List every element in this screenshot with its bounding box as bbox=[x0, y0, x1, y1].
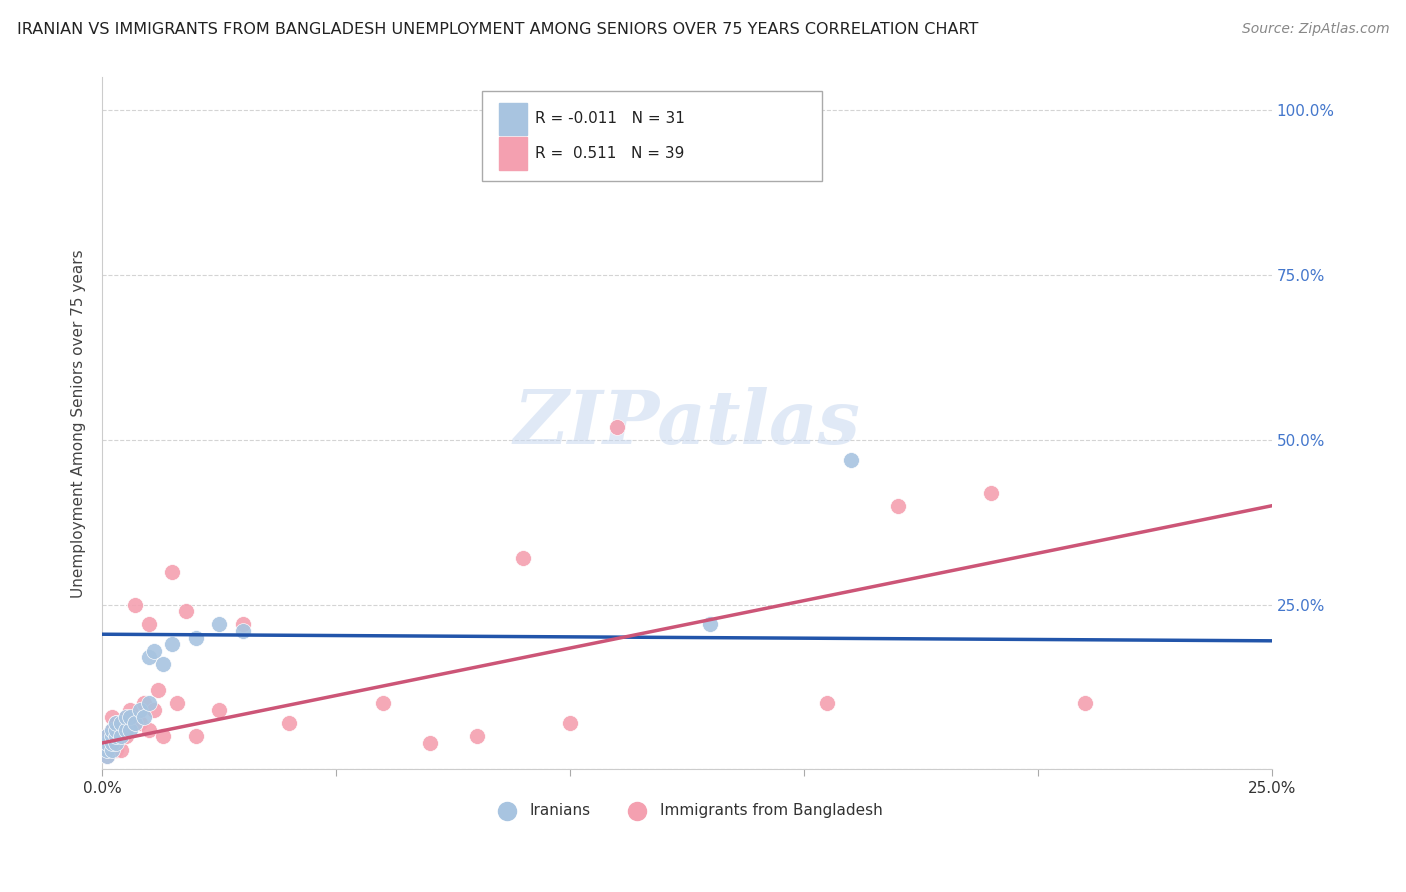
Point bbox=[110, 716, 132, 731]
Point bbox=[100, 736, 122, 750]
Point bbox=[105, 716, 128, 731]
Point bbox=[105, 716, 128, 731]
Point bbox=[128, 716, 150, 731]
Point bbox=[699, 617, 721, 632]
Point bbox=[184, 730, 207, 744]
Point bbox=[148, 683, 170, 698]
Point bbox=[105, 730, 128, 744]
Point bbox=[100, 723, 122, 737]
Point bbox=[138, 697, 160, 711]
Text: Source: ZipAtlas.com: Source: ZipAtlas.com bbox=[1241, 22, 1389, 37]
Point bbox=[162, 637, 184, 651]
Point bbox=[232, 624, 254, 638]
Point bbox=[96, 742, 118, 756]
Point bbox=[105, 723, 128, 737]
FancyBboxPatch shape bbox=[482, 91, 821, 181]
Point bbox=[110, 730, 132, 744]
Point bbox=[124, 598, 146, 612]
Point bbox=[128, 703, 150, 717]
Point bbox=[120, 703, 142, 717]
Point bbox=[105, 730, 128, 744]
Point bbox=[606, 419, 628, 434]
Point bbox=[120, 709, 142, 723]
FancyBboxPatch shape bbox=[499, 103, 527, 136]
Point bbox=[96, 742, 118, 756]
Point bbox=[96, 730, 118, 744]
Point bbox=[96, 730, 118, 744]
Point bbox=[419, 736, 441, 750]
Point bbox=[138, 617, 160, 632]
Point bbox=[138, 650, 160, 665]
Point bbox=[134, 709, 156, 723]
Point bbox=[839, 452, 862, 467]
Point bbox=[114, 723, 136, 737]
Point bbox=[105, 742, 128, 756]
Text: IRANIAN VS IMMIGRANTS FROM BANGLADESH UNEMPLOYMENT AMONG SENIORS OVER 75 YEARS C: IRANIAN VS IMMIGRANTS FROM BANGLADESH UN… bbox=[17, 22, 979, 37]
Point bbox=[105, 736, 128, 750]
Point bbox=[110, 742, 132, 756]
Point bbox=[114, 730, 136, 744]
Point bbox=[166, 697, 188, 711]
Point bbox=[152, 730, 174, 744]
Point bbox=[176, 604, 198, 618]
Point bbox=[465, 730, 488, 744]
Point bbox=[100, 730, 122, 744]
Text: ZIPatlas: ZIPatlas bbox=[513, 387, 860, 459]
Point bbox=[152, 657, 174, 671]
Point bbox=[208, 703, 231, 717]
Point bbox=[980, 485, 1002, 500]
Point bbox=[100, 709, 122, 723]
Point bbox=[886, 499, 908, 513]
FancyBboxPatch shape bbox=[499, 137, 527, 169]
Point bbox=[96, 749, 118, 764]
Point bbox=[120, 723, 142, 737]
Point bbox=[114, 709, 136, 723]
Point bbox=[278, 716, 301, 731]
Point bbox=[142, 703, 165, 717]
Text: R =  0.511   N = 39: R = 0.511 N = 39 bbox=[536, 146, 685, 161]
Point bbox=[100, 723, 122, 737]
Point bbox=[124, 716, 146, 731]
Y-axis label: Unemployment Among Seniors over 75 years: Unemployment Among Seniors over 75 years bbox=[72, 249, 86, 598]
Point bbox=[558, 716, 581, 731]
Point bbox=[1074, 697, 1097, 711]
Point bbox=[138, 723, 160, 737]
Point bbox=[208, 617, 231, 632]
Point bbox=[96, 736, 118, 750]
Text: R = -0.011   N = 31: R = -0.011 N = 31 bbox=[536, 112, 685, 127]
Point bbox=[110, 723, 132, 737]
Point bbox=[142, 643, 165, 657]
Point bbox=[371, 697, 394, 711]
Point bbox=[134, 697, 156, 711]
Point bbox=[162, 565, 184, 579]
Point bbox=[114, 709, 136, 723]
Point bbox=[815, 697, 838, 711]
Legend: Iranians, Immigrants from Bangladesh: Iranians, Immigrants from Bangladesh bbox=[485, 797, 889, 824]
Point bbox=[100, 736, 122, 750]
Point bbox=[100, 742, 122, 756]
Point bbox=[512, 551, 534, 566]
Point bbox=[96, 749, 118, 764]
Point bbox=[232, 617, 254, 632]
Point bbox=[184, 631, 207, 645]
